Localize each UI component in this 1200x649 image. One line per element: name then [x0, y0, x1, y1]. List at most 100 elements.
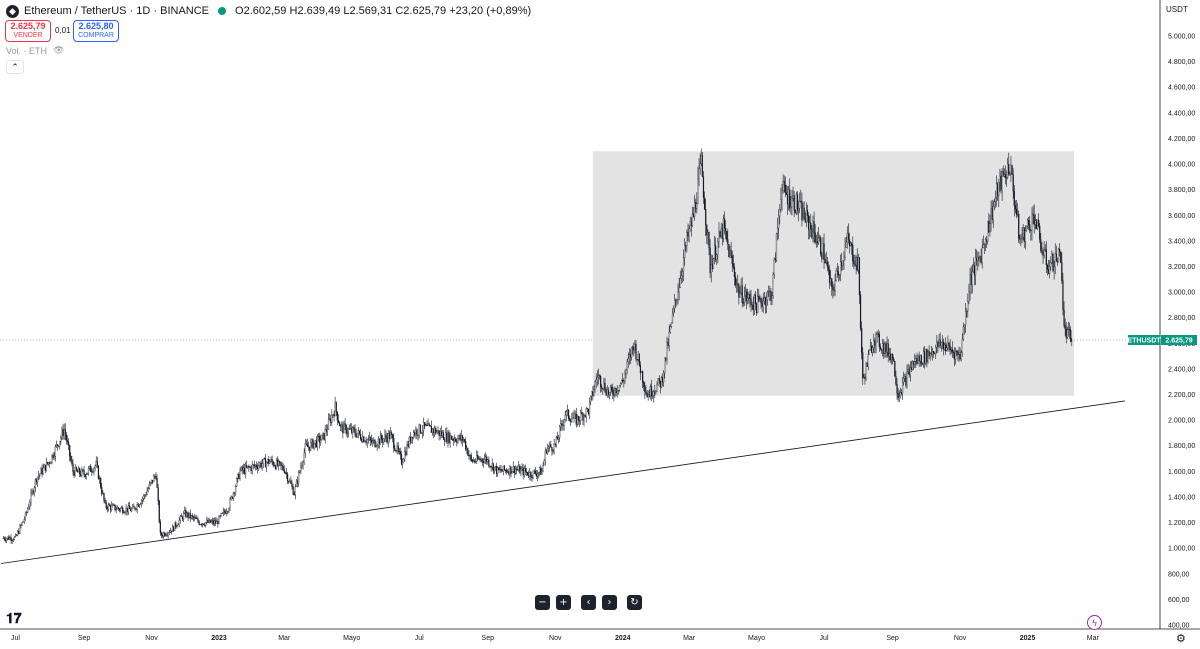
candle-body	[1060, 251, 1062, 263]
candle-body	[81, 469, 83, 476]
candle-body	[566, 409, 569, 412]
candle-body	[760, 298, 762, 304]
eye-icon[interactable]: 👁	[53, 45, 65, 55]
candle-body	[358, 430, 361, 435]
symbol-title[interactable]: Ethereum / TetherUS · 1D · BINANCE	[24, 5, 210, 17]
reset-icon[interactable]: ↻	[627, 595, 642, 610]
candle-body	[274, 465, 277, 469]
candle-body	[598, 375, 601, 377]
candle-body	[960, 352, 962, 359]
candle-body	[15, 534, 18, 536]
candle-body	[341, 424, 343, 426]
candle-body	[1046, 264, 1049, 270]
candle-body	[288, 481, 290, 483]
candle-body	[167, 532, 169, 536]
candle-body	[393, 437, 395, 449]
candle-body	[441, 432, 444, 436]
candle-body	[96, 461, 98, 467]
candle-body	[720, 228, 722, 237]
candle-body	[538, 472, 540, 474]
trendline[interactable]	[1, 400, 1125, 564]
candle-body	[220, 513, 222, 517]
candle-body	[491, 463, 493, 468]
range-box[interactable]	[592, 151, 1075, 396]
candle-body	[466, 448, 468, 450]
lightning-icon[interactable]: ϟ	[1087, 615, 1102, 630]
candle-body	[100, 478, 102, 488]
candle-body	[399, 451, 402, 455]
candle-body	[703, 197, 706, 210]
candle-body	[387, 433, 389, 443]
candle-body	[113, 504, 115, 506]
low-label: L	[343, 5, 350, 17]
candle-body	[872, 347, 874, 353]
time-tick-label: Mar	[1087, 635, 1100, 642]
candle-body	[1057, 248, 1060, 263]
candle-body	[13, 536, 15, 541]
zoom-in-icon[interactable]: +	[556, 595, 571, 610]
candle-body	[507, 471, 509, 473]
chevron-up-icon[interactable]: ⌃	[6, 60, 24, 74]
candle-body	[304, 443, 306, 454]
candle-body	[748, 293, 750, 299]
time-tick-label: Nov	[549, 635, 562, 642]
candle-body	[675, 299, 677, 301]
candle-body	[781, 190, 783, 200]
scroll-left-icon[interactable]: ‹	[581, 595, 596, 610]
candle-body	[315, 440, 317, 447]
candle-body	[830, 278, 832, 283]
candle-body	[740, 285, 742, 293]
candle-body	[688, 228, 690, 237]
candle-body	[148, 483, 150, 489]
candle-body	[833, 289, 835, 291]
price-tick-label: 3.200,00	[1168, 264, 1195, 271]
scroll-right-icon[interactable]: ›	[602, 595, 617, 610]
candle-body	[864, 376, 866, 379]
candle-body	[903, 378, 905, 383]
candle-body	[49, 462, 51, 464]
candle-body	[150, 479, 153, 483]
candle-body	[309, 446, 311, 451]
candle-body	[759, 298, 761, 300]
time-axis[interactable]: Jul Sep Nov 2023 Mar Mayo Jul Sep Nov 2024 Mar Mayo…	[0, 628, 1200, 642]
candle-body	[650, 386, 653, 397]
candle-body	[602, 388, 604, 390]
buy-button[interactable]: 2.625,80 COMPRAR	[73, 20, 119, 42]
candle-body	[319, 436, 321, 443]
tradingview-logo-icon[interactable]: 𝟏𝟕	[6, 610, 22, 626]
candle-body	[555, 436, 557, 446]
gear-icon[interactable]: ⚙	[1176, 632, 1186, 645]
candle-body	[383, 438, 385, 443]
candle-body	[132, 506, 134, 509]
candle-body	[273, 465, 275, 467]
sell-button[interactable]: 2.625,79 VENDER	[5, 20, 51, 42]
support-trendline[interactable]	[1, 400, 1125, 564]
candle-body	[940, 342, 942, 346]
candle-body	[1067, 329, 1070, 330]
candle-body	[158, 500, 160, 523]
price-axis[interactable]: 5.000,00 4.800,00 4.600,00 4.400,00 4.200,00…	[1159, 0, 1195, 630]
candle-body	[458, 435, 460, 439]
candle-body	[155, 475, 157, 479]
candle-body	[196, 518, 198, 520]
candle-body	[849, 243, 852, 247]
candle-body	[974, 257, 977, 276]
candle-body	[911, 361, 914, 370]
candle-body	[618, 385, 621, 391]
candle-body	[828, 269, 831, 283]
candle-body	[375, 446, 377, 448]
zoom-out-icon[interactable]: −	[535, 595, 550, 610]
candle-body	[262, 458, 264, 464]
range-box-rect[interactable]	[592, 151, 1075, 396]
candle-body	[552, 450, 554, 452]
candle-body	[1028, 220, 1030, 225]
candle-body	[664, 357, 666, 374]
candle-body	[1047, 269, 1050, 274]
high-value: 2.639,49	[297, 5, 341, 17]
candle-body	[432, 428, 435, 433]
candle-body	[842, 260, 844, 266]
currency-selector[interactable]: USDT	[1166, 5, 1188, 14]
candle-body	[851, 243, 853, 246]
candle-body	[199, 524, 201, 526]
